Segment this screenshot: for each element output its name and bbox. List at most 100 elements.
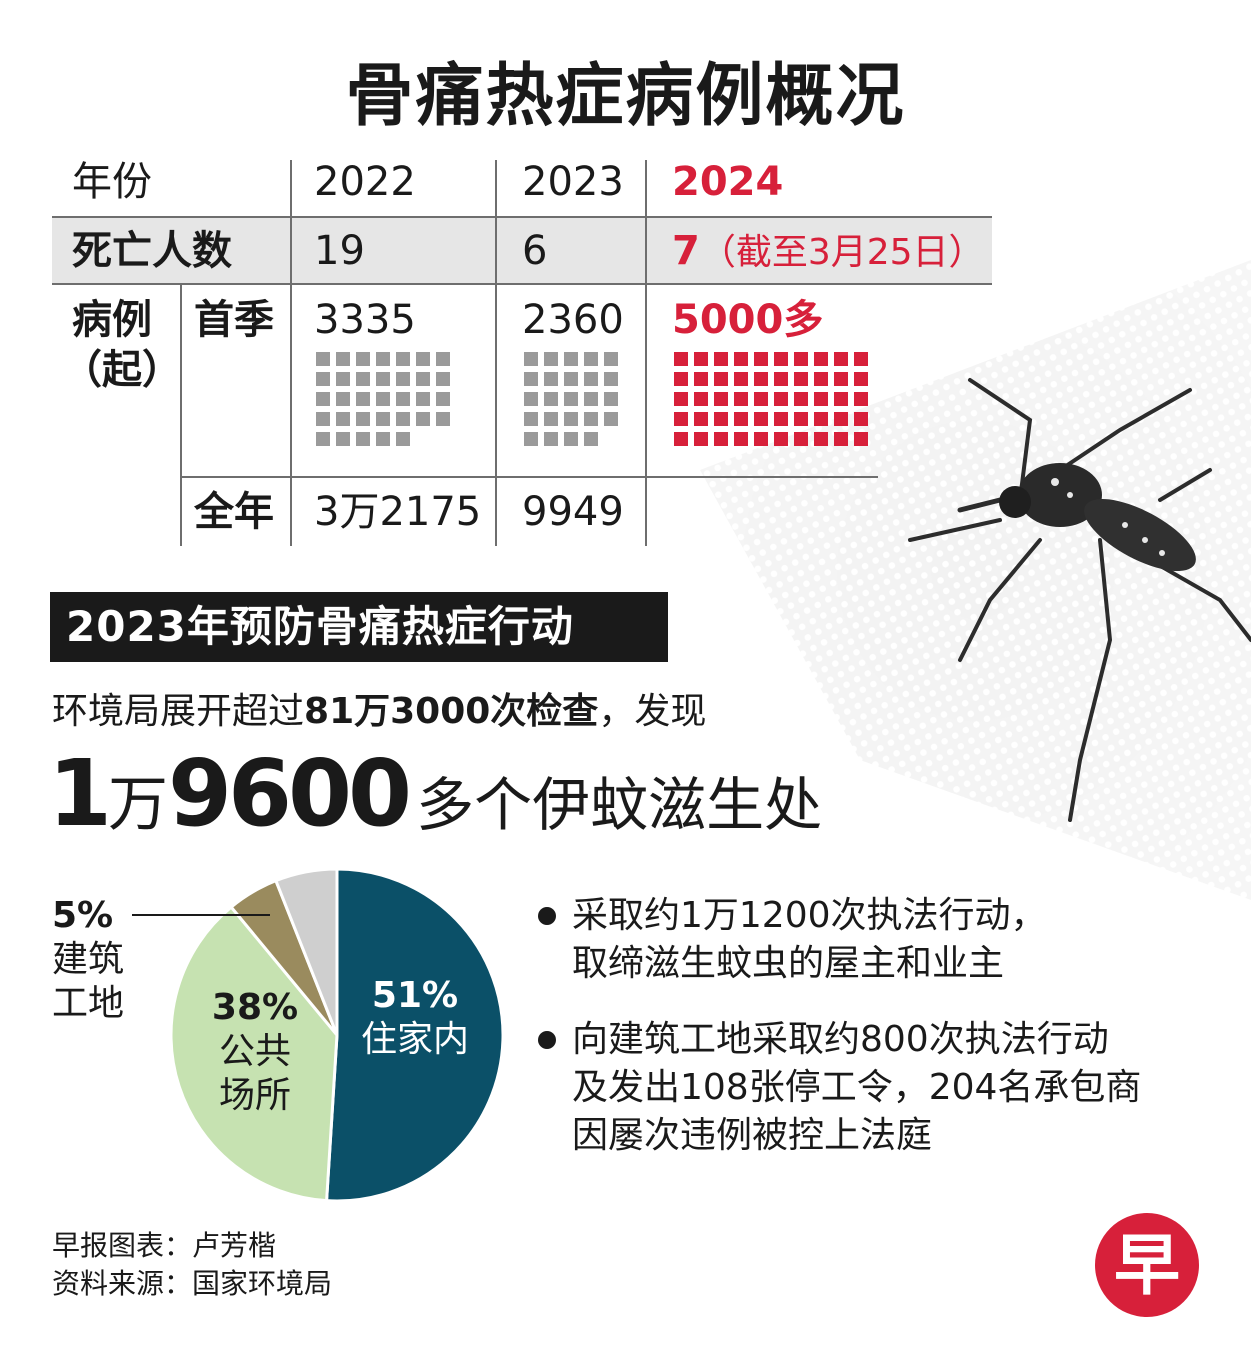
section-banner: 2023年预防骨痛热症行动	[50, 592, 668, 662]
pie-label-public: 38% 公共 场所	[200, 986, 310, 1118]
construction-leader-line	[132, 914, 270, 916]
deaths-2023: 6	[522, 228, 548, 274]
case-unit-square	[336, 372, 350, 386]
case-unit-square	[356, 392, 370, 406]
case-unit-square	[544, 352, 558, 366]
case-unit-square	[316, 432, 330, 446]
case-unit-square	[336, 432, 350, 446]
deaths-2022: 19	[314, 228, 365, 274]
bullet-line: 及发出108张停工令，204名承包商	[572, 1067, 1142, 1108]
case-unit-square	[774, 412, 788, 426]
bullet-line: 因屡次违例被控上法庭	[572, 1115, 933, 1156]
bullet-line: 向建筑工地采取约800次执法行动	[572, 1019, 1109, 1060]
case-unit-square	[754, 372, 768, 386]
pie-label-construction-text2: 工地	[52, 983, 125, 1024]
case-unit-square	[336, 352, 350, 366]
case-unit-square	[524, 372, 538, 386]
case-unit-square	[436, 352, 450, 366]
q1-2023: 2360	[522, 297, 624, 343]
pie-label-home-pct: 51%	[371, 975, 459, 1016]
deaths-2024: 7（截至3月25日）	[672, 231, 985, 273]
cases-unit-label: （起）	[62, 347, 182, 393]
q1-2024: 5000多	[672, 297, 824, 343]
case-unit-square	[564, 352, 578, 366]
case-unit-square	[754, 352, 768, 366]
case-unit-square	[416, 372, 430, 386]
case-unit-square	[834, 352, 848, 366]
case-unit-square	[834, 372, 848, 386]
case-unit-square	[694, 392, 708, 406]
case-unit-square	[604, 392, 618, 406]
case-unit-square	[694, 432, 708, 446]
pie-slice-home	[324, 867, 505, 1203]
case-unit-square	[814, 432, 828, 446]
case-unit-square	[396, 392, 410, 406]
row-divider	[52, 283, 992, 285]
case-unit-square	[316, 392, 330, 406]
case-unit-square	[524, 412, 538, 426]
case-unit-square	[376, 392, 390, 406]
case-unit-square	[604, 412, 618, 426]
col-divider	[180, 284, 182, 546]
case-unit-square	[584, 432, 598, 446]
deaths-row-background	[52, 216, 992, 284]
pie-label-home-text: 住家内	[360, 1019, 469, 1060]
case-unit-square	[854, 392, 868, 406]
case-unit-square	[714, 392, 728, 406]
case-unit-square	[336, 392, 350, 406]
case-unit-square	[564, 412, 578, 426]
case-unit-square	[794, 352, 808, 366]
case-unit-square	[734, 432, 748, 446]
case-unit-square	[564, 372, 578, 386]
case-unit-square	[674, 392, 688, 406]
case-unit-square	[714, 412, 728, 426]
case-unit-square	[794, 392, 808, 406]
case-unit-square	[396, 372, 410, 386]
q1-2022: 3335	[314, 297, 416, 343]
bullet-dot	[538, 1031, 556, 1049]
year-2023: 2023	[522, 159, 624, 205]
case-unit-square	[356, 372, 370, 386]
case-unit-square	[774, 372, 788, 386]
case-unit-square	[564, 392, 578, 406]
source-credit: 资料来源：国家环境局	[52, 1267, 333, 1300]
case-unit-square	[544, 432, 558, 446]
deaths-label: 死亡人数	[72, 228, 232, 274]
case-unit-square	[376, 432, 390, 446]
pie-label-home: 51% 住家内	[348, 974, 482, 1062]
zaobao-logo: 早	[1095, 1213, 1199, 1317]
case-unit-square	[674, 372, 688, 386]
deaths-2024-note: （截至3月25日）	[699, 232, 985, 273]
bullet-line: 采取约1万1200次执法行动，	[572, 895, 1047, 936]
year-header: 年份	[72, 159, 152, 205]
case-unit-square	[356, 352, 370, 366]
case-unit-square	[524, 352, 538, 366]
case-unit-square	[794, 412, 808, 426]
case-unit-square	[674, 432, 688, 446]
case-unit-square	[854, 412, 868, 426]
col-divider	[495, 160, 497, 546]
case-unit-square	[734, 352, 748, 366]
case-unit-square	[674, 352, 688, 366]
pie-slice-public	[169, 904, 339, 1203]
pie-label-public-text1: 公共	[218, 1031, 291, 1072]
case-unit-square	[544, 392, 558, 406]
case-unit-square	[436, 392, 450, 406]
case-unit-square	[854, 352, 868, 366]
bullet-dot	[538, 907, 556, 925]
big-number-tail: 多个伊蚊滋生处	[416, 771, 823, 839]
case-unit-square	[734, 412, 748, 426]
case-unit-square	[814, 352, 828, 366]
case-unit-square	[584, 372, 598, 386]
breeding-sites-headline: 1万9600 多个伊蚊滋生处	[48, 740, 822, 847]
case-unit-square	[714, 432, 728, 446]
fullyear-2023: 9949	[522, 489, 624, 535]
case-unit-square	[584, 352, 598, 366]
case-unit-square	[356, 412, 370, 426]
case-unit-square	[694, 412, 708, 426]
case-unit-square	[714, 352, 728, 366]
case-unit-square	[774, 432, 788, 446]
cases-label: 病例	[72, 297, 152, 343]
case-unit-square	[416, 352, 430, 366]
bullet-line: 取缔滋生蚊虫的屋主和业主	[572, 943, 1005, 984]
